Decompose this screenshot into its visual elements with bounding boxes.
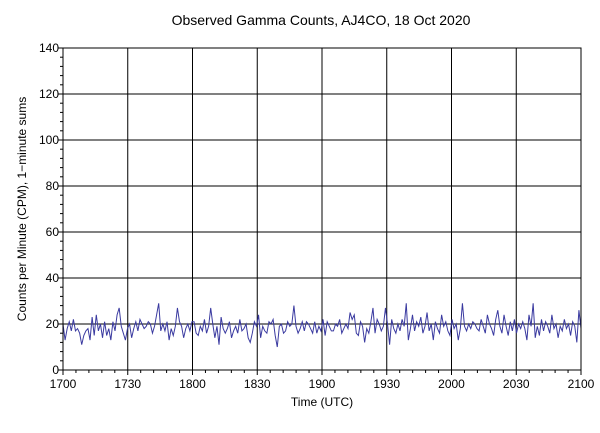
grid-lines xyxy=(63,48,581,370)
x-tick-label: 1900 xyxy=(309,377,336,391)
y-tick-label: 80 xyxy=(46,179,60,193)
series-layer xyxy=(62,303,582,348)
y-tick-label: 20 xyxy=(46,317,60,331)
series-line-0 xyxy=(62,303,582,348)
y-tick-label: 140 xyxy=(39,41,59,55)
x-tick-label: 2100 xyxy=(568,377,595,391)
y-tick-label: 60 xyxy=(46,225,60,239)
y-tick-label: 120 xyxy=(39,87,59,101)
tick-labels: 1700 1730 1800 1830 1900 1930 2000 2030 2100 0 20 4… xyxy=(39,41,595,391)
y-axis-label: Counts per Minute (CPM), 1−minute sums xyxy=(15,97,29,321)
x-tick-label: 1700 xyxy=(50,377,77,391)
axis-ticks xyxy=(58,47,582,375)
x-tick-label: 1930 xyxy=(373,377,400,391)
x-tick-label: 1730 xyxy=(114,377,141,391)
x-tick-label: 2000 xyxy=(438,377,465,391)
x-tick-label: 2030 xyxy=(503,377,530,391)
x-tick-label: 1800 xyxy=(179,377,206,391)
x-axis-label: Time (UTC) xyxy=(291,395,353,409)
y-tick-label: 0 xyxy=(52,363,59,377)
x-tick-label: 1830 xyxy=(244,377,271,391)
y-tick-label: 40 xyxy=(46,271,60,285)
y-tick-label: 100 xyxy=(39,133,59,147)
chart-title: Observed Gamma Counts, AJ4CO, 18 Oct 202… xyxy=(172,12,471,28)
